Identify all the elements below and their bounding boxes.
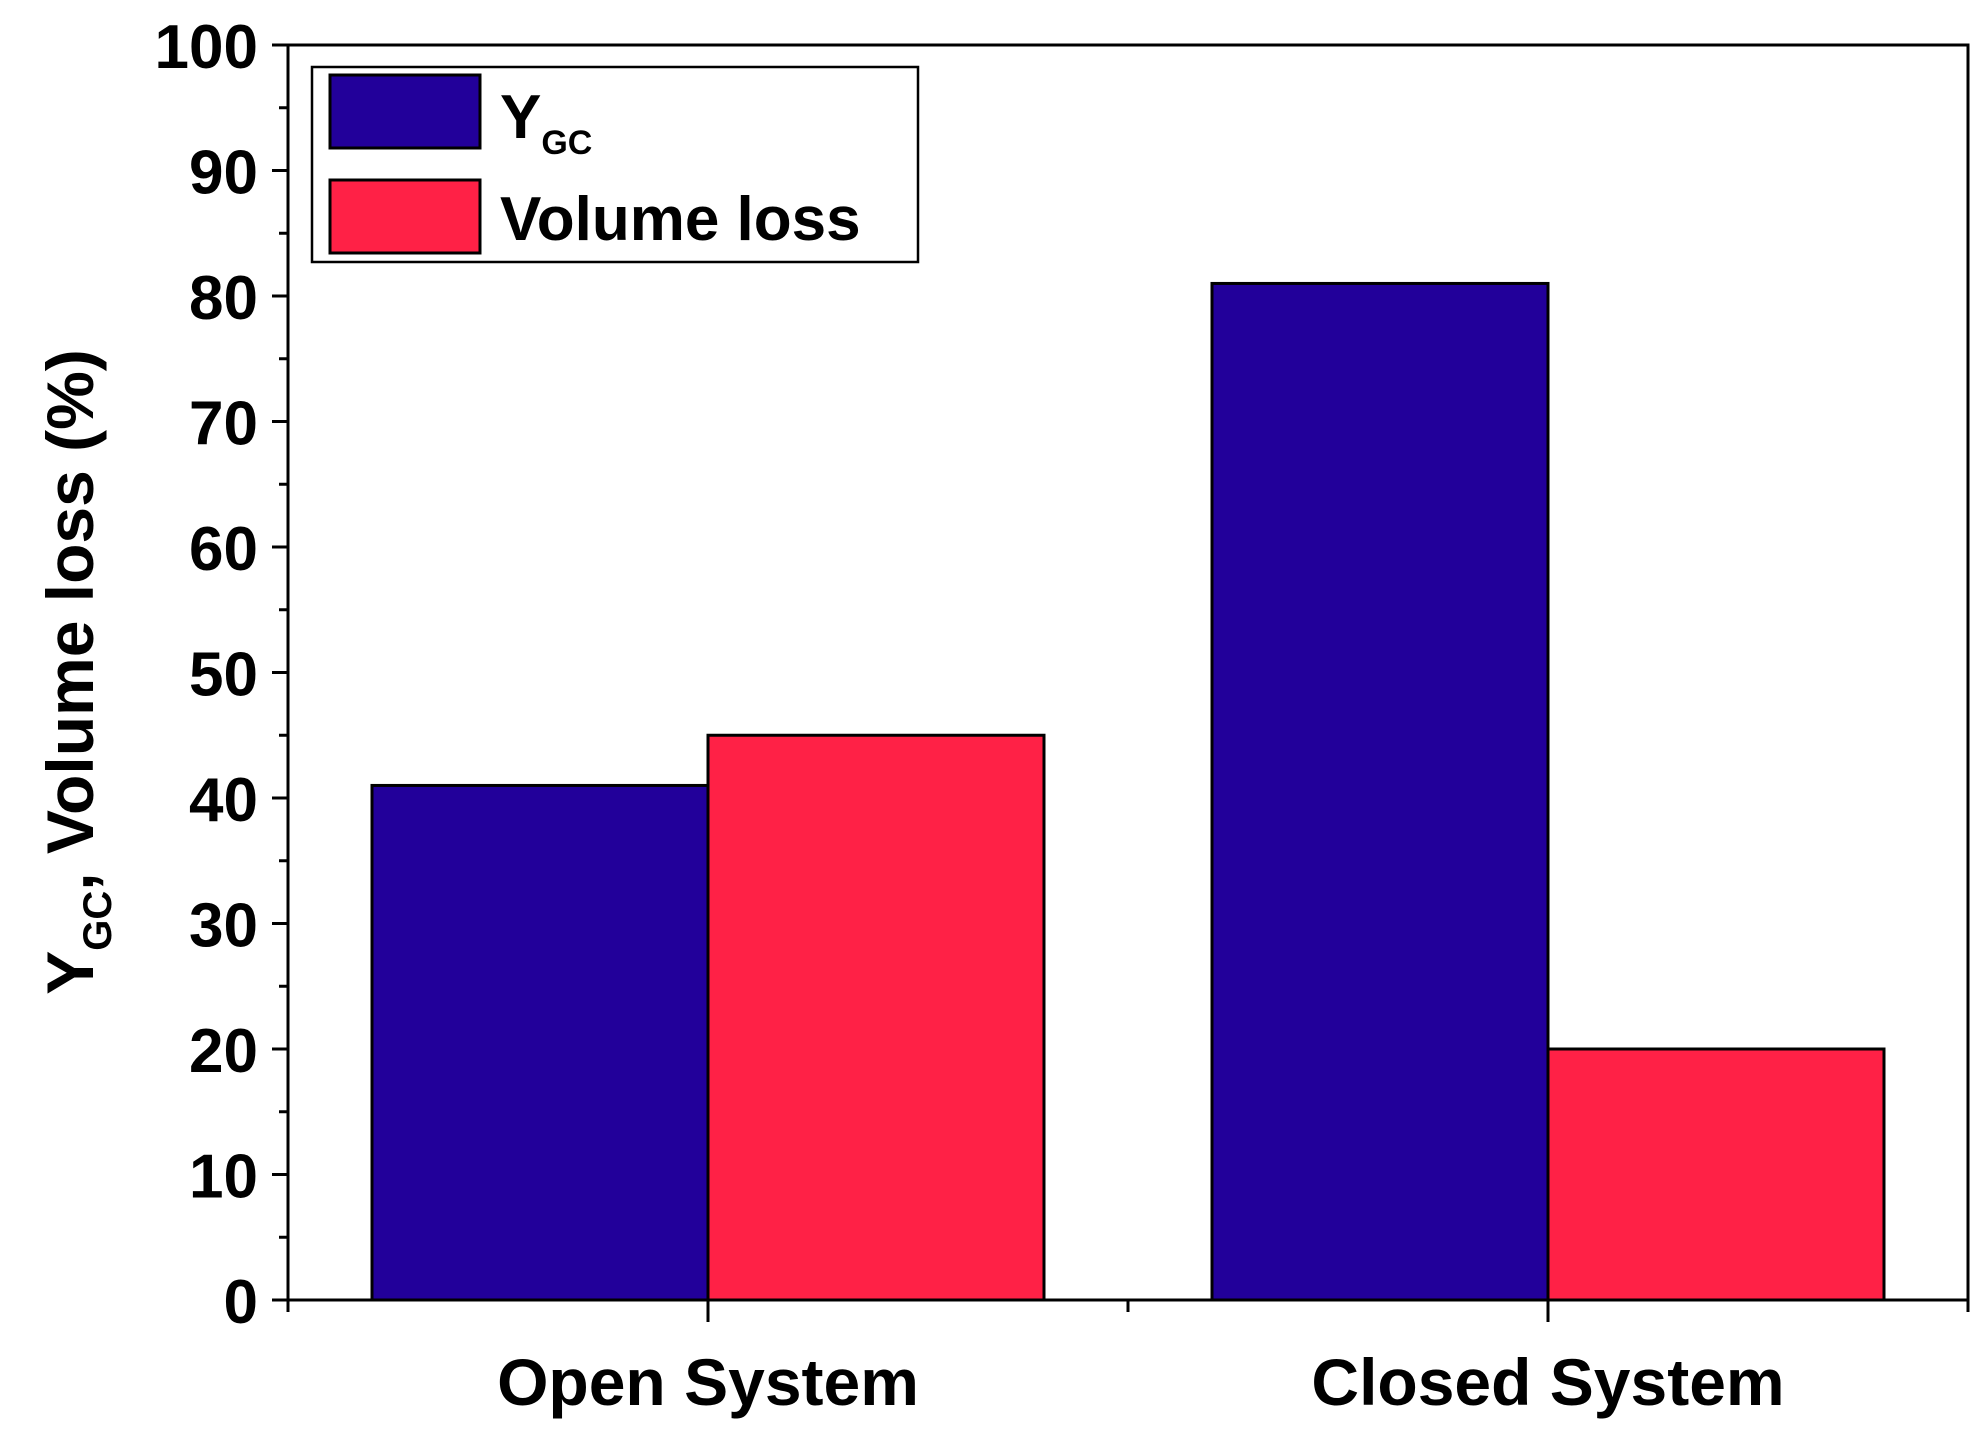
y-tick-label-80: 80	[189, 264, 258, 333]
bar-open-system-ygc	[370, 783, 710, 1302]
legend-label-ygc-sub: GC	[541, 124, 592, 162]
y-tick-label-90: 90	[189, 139, 258, 208]
bar-closed-system-ygc	[1210, 281, 1550, 1302]
axes-layer: Open System Closed System 0 10 20 30 40 50 60 70 8…	[155, 13, 1970, 1419]
legend-label-volume-loss: Volume loss	[500, 185, 861, 254]
bar-open-system-volume-loss	[706, 733, 1046, 1302]
legend-swatch-ygc	[328, 73, 482, 150]
legend: YGC Volume loss	[310, 65, 920, 264]
x-tick-label-closed-system: Closed System	[1311, 1345, 1784, 1419]
y-tick-label-100: 100	[155, 13, 258, 82]
y-axis-title-sub: GC	[76, 891, 120, 951]
y-tick-label-30: 30	[189, 892, 258, 961]
y-tick-label-60: 60	[189, 515, 258, 584]
y-tick-label-40: 40	[189, 766, 258, 835]
y-tick-label-70: 70	[189, 390, 258, 459]
y-axis-title-rest: , Volume loss (%)	[33, 349, 107, 891]
legend-swatch-volume-loss	[328, 178, 482, 255]
legend-label-ygc: YGC	[500, 83, 592, 162]
bar-closed-system-volume-loss	[1546, 1047, 1886, 1302]
bar-layer	[370, 281, 1886, 1302]
y-tick-label-10: 10	[189, 1143, 258, 1212]
legend-label-ygc-main: Y	[500, 83, 541, 152]
y-axis-title-main: Y	[33, 951, 107, 995]
y-tick-label-20: 20	[189, 1017, 258, 1086]
y-axis-title: YGC, Volume loss (%)	[33, 349, 120, 995]
y-tick-label-0: 0	[224, 1268, 258, 1337]
y-tick-label-50: 50	[189, 641, 258, 710]
x-tick-label-open-system: Open System	[497, 1345, 919, 1419]
